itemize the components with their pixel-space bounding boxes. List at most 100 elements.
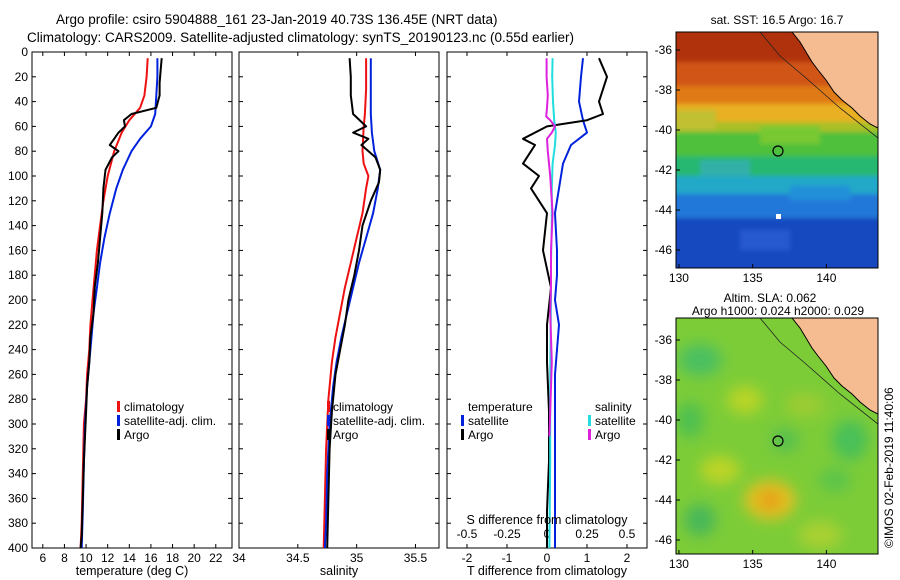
sst-bathymetry-contour bbox=[759, 32, 878, 139]
temperature-x-tick-label: 12 bbox=[101, 551, 115, 565]
legend-title-salinity: salinity bbox=[595, 400, 632, 414]
legend-label-climatology: climatology bbox=[333, 400, 393, 414]
temperature-x-tick-label: 14 bbox=[123, 551, 137, 565]
temperature-x-tick-label: 6 bbox=[39, 551, 46, 565]
temperature-x-axis: 6 8 10 12 14 16 18 20 22 bbox=[32, 51, 232, 565]
pressure-tick-label: 260 bbox=[8, 367, 28, 381]
temperature-x-tick-label: 18 bbox=[166, 551, 180, 565]
sla-lat-tick-label: -46 bbox=[655, 533, 673, 547]
sst-lat-tick-label: -44 bbox=[655, 203, 673, 217]
pressure-tick-label: 200 bbox=[8, 293, 28, 307]
sla-coastline bbox=[791, 318, 878, 415]
salinity-x-tick-label: 34.5 bbox=[286, 551, 310, 565]
temperature-series-argo bbox=[79, 58, 163, 548]
pressure-tick-label: 40 bbox=[15, 95, 29, 109]
sla-lon-tick-label: 130 bbox=[669, 557, 689, 571]
sst-lat-tick-label: -38 bbox=[655, 83, 673, 97]
sla-argo-position-marker bbox=[772, 435, 784, 447]
sst-missing-pixel bbox=[776, 214, 781, 219]
difference-legend: temperature satellite Argo salinity sate… bbox=[461, 400, 636, 442]
pressure-axis: 0 20 40 60 80 100 120 140 160 180 200 220 240 260 280 3… bbox=[8, 45, 28, 555]
pressure-tick-label: 140 bbox=[8, 219, 28, 233]
pressure-tick-label: 340 bbox=[8, 467, 28, 481]
pressure-tick-label: 300 bbox=[8, 417, 28, 431]
legend-swatch-argo bbox=[327, 429, 330, 440]
pressure-tick-label: 240 bbox=[8, 343, 28, 357]
pressure-tick-label: 360 bbox=[8, 491, 28, 505]
salinity-series-satellite-adj-clim- bbox=[323, 58, 382, 548]
difference-x-tick-label: 1 bbox=[584, 551, 591, 565]
pressure-tick-label: 0 bbox=[21, 45, 28, 59]
temperature-series-climatology bbox=[79, 58, 149, 548]
temperature-x-tick-label: 16 bbox=[144, 551, 158, 565]
figure-title-line2: Climatology: CARS2009. Satellite-adjuste… bbox=[27, 30, 574, 45]
temperature-legend: climatology satellite-adj. clim. Argo bbox=[117, 400, 216, 442]
sst-lat-tick-label: -40 bbox=[655, 123, 673, 137]
legend-label-sal-satellite: satellite bbox=[595, 414, 636, 428]
sst-land bbox=[792, 32, 878, 128]
temperature-x-tick-label: 8 bbox=[61, 551, 68, 565]
sst-map-frame bbox=[675, 31, 879, 269]
sla-lat-tick-label: -38 bbox=[655, 373, 673, 387]
temperature-axis-label: temperature (deg C) bbox=[76, 564, 189, 578]
salinity-difference-tick-label: -0.25 bbox=[493, 527, 521, 541]
imos-credit: ©IMOS 02-Feb-2019 11:40:06 bbox=[882, 387, 896, 548]
pressure-tick-label: 220 bbox=[8, 318, 28, 332]
sla-map-frame bbox=[675, 317, 879, 555]
legend-label-sal-argo: Argo bbox=[595, 428, 621, 442]
pressure-tick-label: 320 bbox=[8, 442, 28, 456]
sst-map-axes: 130 135 140 -36 -38 -40 -42 -44 -46 bbox=[655, 43, 837, 285]
sst-argo-position-marker bbox=[772, 145, 784, 157]
pressure-tick-label: 160 bbox=[8, 243, 28, 257]
pressure-tick-label: 20 bbox=[15, 70, 29, 84]
pressure-tick-label: 380 bbox=[8, 516, 28, 530]
sst-lon-tick-label: 130 bbox=[669, 271, 689, 285]
sla-lat-tick-label: -42 bbox=[655, 453, 673, 467]
s-difference-axis-label: S difference from climatology bbox=[467, 513, 629, 527]
sla-lon-tick-label: 140 bbox=[816, 557, 836, 571]
sst-lat-tick-label: -36 bbox=[655, 43, 673, 57]
pressure-tick-label: 100 bbox=[8, 169, 28, 183]
legend-label-climatology: climatology bbox=[124, 400, 184, 414]
salinity-difference-tick-label: 0.5 bbox=[619, 527, 636, 541]
legend-label-argo: Argo bbox=[333, 428, 359, 442]
difference-x-tick-label: -1 bbox=[502, 551, 513, 565]
difference-x-tick-label: 2 bbox=[624, 551, 631, 565]
sla-lat-tick-label: -40 bbox=[655, 413, 673, 427]
temperature-panel-frame bbox=[31, 51, 233, 549]
salinity-series bbox=[322, 58, 382, 548]
temperature-series bbox=[79, 58, 163, 548]
sla-lat-tick-label: -44 bbox=[655, 493, 673, 507]
difference-series-temperature-argo bbox=[522, 57, 608, 548]
temperature-x-tick-label: 20 bbox=[187, 551, 201, 565]
salinity-series-climatology bbox=[322, 58, 370, 548]
legend-swatch-climatology bbox=[327, 401, 330, 412]
legend-swatch-satellite bbox=[327, 415, 330, 426]
salinity-difference-tick-label: -0.5 bbox=[457, 527, 478, 541]
legend-label-satellite: satellite-adj. clim. bbox=[124, 414, 216, 428]
legend-swatch-sal-argo bbox=[588, 429, 591, 440]
pressure-tick-label: 60 bbox=[15, 119, 29, 133]
salinity-axis-label: salinity bbox=[320, 564, 359, 578]
salinity-x-tick-label: 35 bbox=[350, 551, 364, 565]
sla-map-axes: 130 135 140 -36 -38 -40 -42 -44 -46 bbox=[655, 333, 837, 571]
salinity-difference-tick-label: 0.25 bbox=[575, 527, 599, 541]
difference-x-tick-label: 0 bbox=[544, 551, 551, 565]
pressure-tick-label: 280 bbox=[8, 392, 28, 406]
t-difference-axis-label: T difference from climatology bbox=[467, 564, 628, 578]
difference-series-salinity-satellite bbox=[548, 58, 557, 548]
legend-swatch-argo bbox=[117, 429, 120, 440]
salinity-series-argo bbox=[326, 58, 382, 548]
legend-swatch-sal-satellite bbox=[588, 415, 591, 426]
pressure-tick-label: 400 bbox=[8, 541, 28, 555]
legend-swatch-temp-argo bbox=[461, 429, 464, 440]
sst-map bbox=[676, 32, 878, 268]
legend-swatch-temp-satellite bbox=[461, 415, 464, 426]
salinity-legend: climatology satellite-adj. clim. Argo bbox=[327, 400, 425, 442]
sst-lat-tick-label: -42 bbox=[655, 163, 673, 177]
sla-map-title-line1: Altim. SLA: 0.062 bbox=[724, 291, 817, 305]
salinity-x-tick-label: 34 bbox=[232, 551, 246, 565]
legend-label-temp-argo: Argo bbox=[468, 428, 494, 442]
salinity-x-tick-label: 35.5 bbox=[404, 551, 428, 565]
temperature-x-tick-label: 10 bbox=[79, 551, 93, 565]
